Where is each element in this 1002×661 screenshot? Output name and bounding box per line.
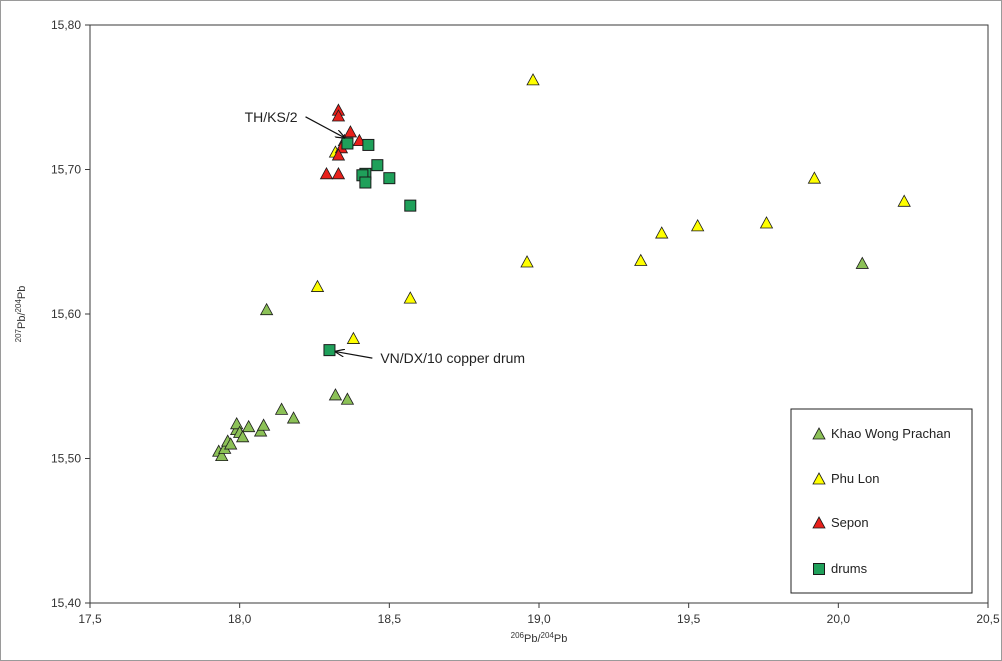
point-phu-lon: [310, 279, 325, 292]
annotation-label: VN/DX/10 copper drum: [380, 350, 525, 366]
point-phu-lon: [526, 73, 540, 86]
point-drums: [359, 176, 372, 189]
point-phu-lon: [520, 255, 534, 268]
legend-marker: [812, 472, 826, 485]
legend-label: drums: [831, 561, 868, 576]
point-khao-wong-prachan: [215, 448, 229, 462]
point-drums: [371, 159, 384, 172]
annotation-arrow: [335, 352, 373, 359]
y-axis-label-sup2: 204: [14, 299, 23, 313]
annotation-arrow: [305, 116, 345, 138]
legend-marker: [813, 563, 825, 575]
y-axis-label-sup: 207: [14, 328, 23, 342]
annotation-label: TH/KS/2: [245, 109, 298, 125]
point-drums: [323, 344, 336, 357]
x-tick-label: 19,0: [527, 612, 551, 626]
point-khao-wong-prachan: [224, 437, 238, 450]
legend-box: [790, 408, 973, 594]
point-sepon: [343, 125, 358, 138]
point-sepon: [319, 166, 334, 180]
data-points: [212, 73, 911, 462]
point-phu-lon: [897, 194, 911, 207]
y-axis-label: 207Pb/204Pb: [14, 286, 28, 343]
x-tick-label: 18,5: [378, 612, 402, 626]
x-axis-label-sup2: 204: [541, 631, 555, 640]
point-sepon: [331, 109, 346, 122]
y-tick-label: 15,40: [51, 596, 81, 610]
legend-label: Phu Lon: [831, 471, 879, 486]
point-khao-wong-prachan: [274, 402, 289, 415]
point-phu-lon: [690, 219, 705, 232]
x-axis-ticks: 17,5 18,0 18,5 19,0 19,5 20,0 20,5: [78, 603, 1000, 626]
x-tick-label: 17,5: [78, 612, 102, 626]
point-sepon: [331, 148, 346, 161]
point-phu-lon: [346, 331, 361, 344]
y-axis-ticks: 15,40 15,50 15,60 15,70 15,80: [51, 18, 90, 610]
point-khao-wong-prachan: [328, 388, 343, 401]
x-axis-label-main2: Pb: [554, 633, 567, 645]
point-phu-lon: [634, 253, 648, 266]
point-drums: [341, 137, 354, 150]
annotations: TH/KS/2 VN/DX/10 copper drum: [245, 109, 525, 366]
y-tick-label: 15,70: [51, 163, 81, 177]
point-khao-wong-prachan: [286, 411, 301, 424]
point-khao-wong-prachan: [235, 429, 250, 443]
point-khao-wong-prachan: [241, 419, 256, 433]
legend-marker: [812, 516, 826, 529]
point-khao-wong-prachan: [340, 392, 355, 405]
point-drums: [383, 172, 396, 185]
legend-label: Khao Wong Prachan: [831, 426, 951, 441]
y-tick-label: 15,80: [51, 18, 81, 32]
point-phu-lon: [403, 291, 417, 304]
x-tick-label: 20,0: [827, 612, 851, 626]
legend-label: Sepon: [831, 515, 869, 530]
point-khao-wong-prachan: [259, 302, 274, 316]
x-tick-label: 18,0: [228, 612, 252, 626]
point-phu-lon: [759, 216, 774, 229]
x-axis-label-main: Pb/: [524, 633, 541, 645]
point-khao-wong-prachan: [855, 256, 869, 269]
point-phu-lon: [807, 171, 822, 184]
y-axis-label-main2: Pb: [16, 286, 28, 299]
point-phu-lon: [655, 226, 669, 239]
point-khao-wong-prachan: [256, 418, 271, 431]
x-tick-label: 19,5: [677, 612, 701, 626]
y-axis-label-main: Pb/: [16, 312, 28, 329]
point-drums: [362, 138, 375, 151]
x-tick-label: 20,5: [976, 612, 1000, 626]
legend-marker: [812, 427, 826, 440]
y-tick-label: 15,50: [51, 452, 81, 466]
point-sepon: [331, 166, 346, 180]
x-axis-label-sup: 206: [511, 631, 525, 640]
legend-items: Khao Wong Prachan Phu Lon Sepon drums: [812, 426, 951, 576]
legend: Khao Wong Prachan Phu Lon Sepon drums: [790, 408, 973, 594]
point-drums: [404, 199, 417, 212]
x-axis-label: 206Pb/204Pb: [511, 631, 568, 645]
y-tick-label: 15,60: [51, 307, 81, 321]
